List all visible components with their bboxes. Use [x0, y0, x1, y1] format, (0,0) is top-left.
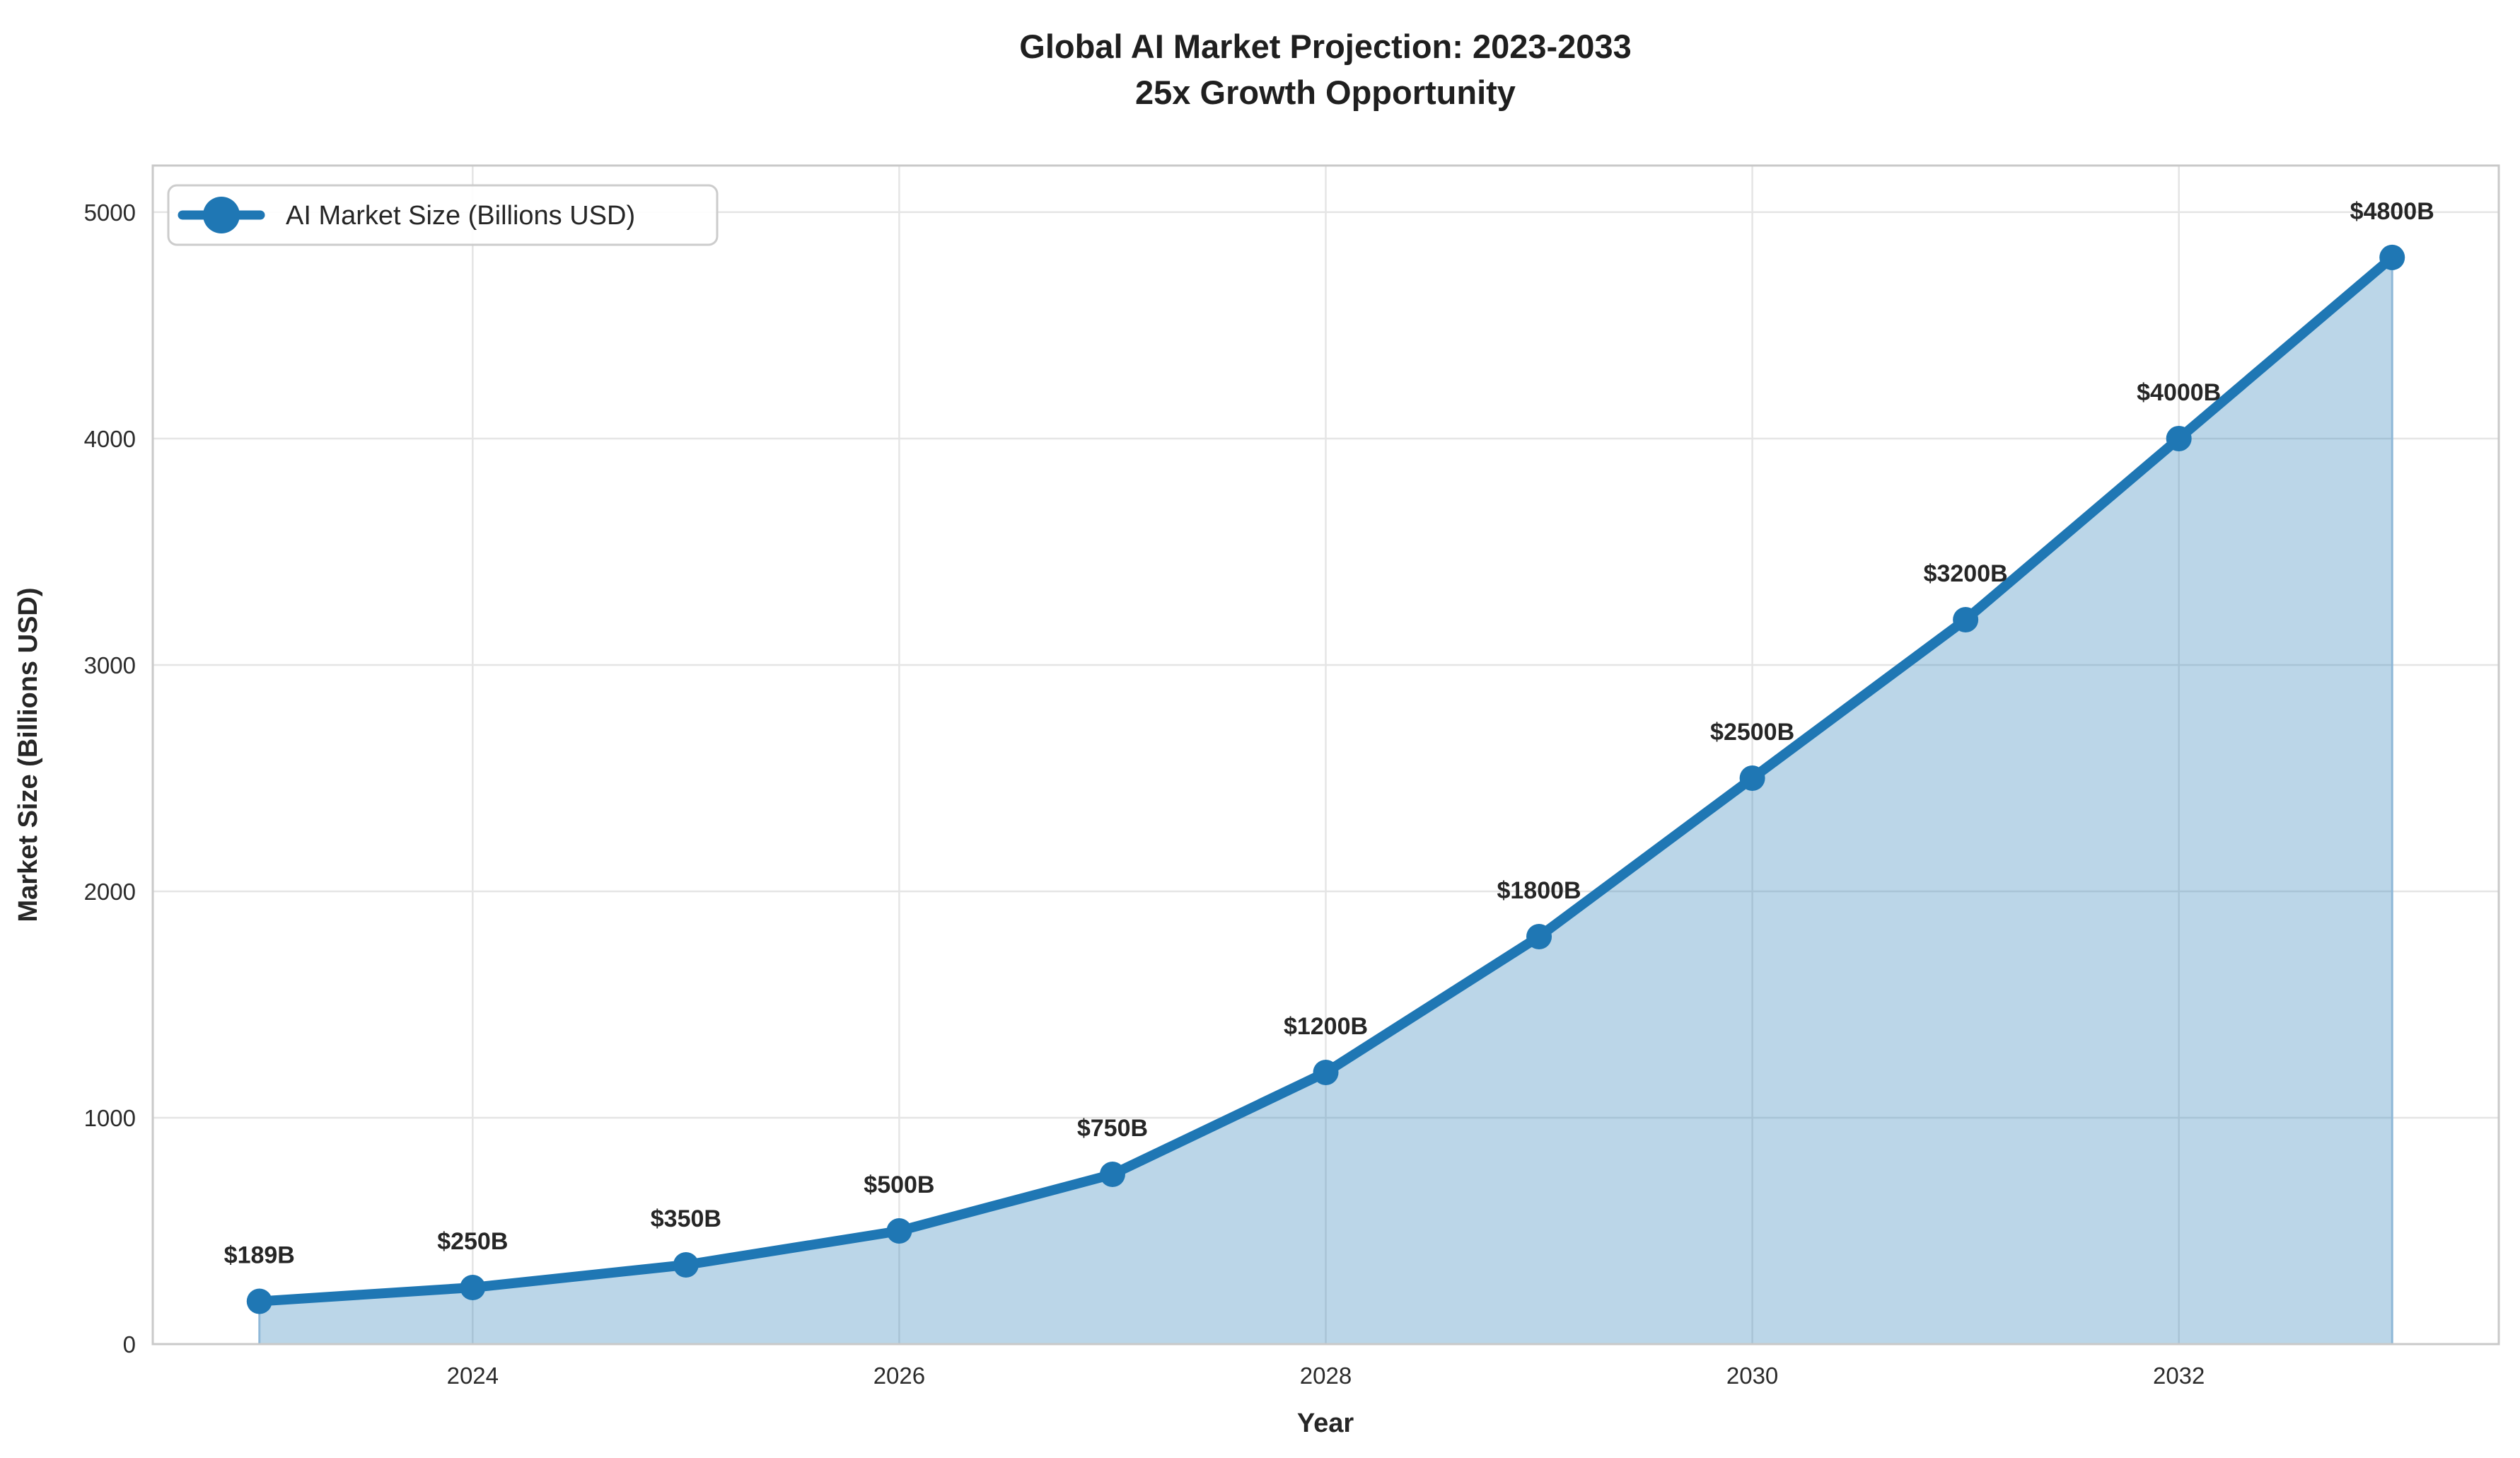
data-point-marker [1526, 923, 1552, 949]
data-point-marker [1099, 1161, 1125, 1187]
data-point-marker [673, 1251, 699, 1278]
data-point-marker [2166, 425, 2192, 451]
data-point-label: $1200B [1284, 1013, 1368, 1040]
x-tick-label: 2032 [2153, 1362, 2205, 1389]
y-tick-label: 4000 [84, 426, 136, 452]
data-point-marker [460, 1274, 486, 1300]
y-tick-labels: 0 1000 2000 3000 4000 5000 [84, 199, 136, 1358]
data-point-marker [1739, 765, 1765, 791]
data-point-label: $250B [437, 1228, 508, 1255]
data-point-label: $2500B [1710, 719, 1794, 746]
x-tick-label: 2030 [1726, 1362, 1778, 1389]
legend: AI Market Size (Billions USD) [167, 184, 719, 246]
data-point-label: $350B [651, 1205, 721, 1232]
data-point-marker [886, 1217, 912, 1244]
legend-marker-icon [203, 197, 240, 233]
data-point-label: $500B [864, 1171, 934, 1198]
data-point-marker [246, 1288, 272, 1314]
y-tick-label: 1000 [84, 1105, 136, 1131]
x-tick-labels: 2024 2026 2028 2030 2032 [447, 1362, 2205, 1389]
area-fill [259, 257, 2393, 1344]
legend-box [167, 184, 719, 246]
y-tick-label: 5000 [84, 199, 136, 226]
x-tick-label: 2026 [873, 1362, 925, 1389]
data-point-marker [2379, 244, 2405, 270]
data-point-label: $750B [1077, 1115, 1148, 1142]
x-tick-label: 2024 [447, 1362, 499, 1389]
data-point-label: $4800B [2350, 198, 2434, 225]
data-point-label: $189B [224, 1242, 295, 1269]
gridlines [153, 166, 2499, 1346]
axes-spines [151, 164, 2500, 1346]
legend-label: AI Market Size (Billions USD) [286, 201, 635, 231]
data-point-label: $1800B [1497, 877, 1581, 904]
chart-title-line1: Global AI Market Projection: 2023-2033 [1019, 28, 1631, 65]
marker-layer [246, 244, 2405, 1314]
x-axis-label: Year [1297, 1408, 1354, 1438]
chart-title-line2: 25x Growth Opportunity [1135, 74, 1516, 111]
y-tick-label: 0 [123, 1331, 136, 1358]
y-tick-label: 2000 [84, 879, 136, 905]
data-point-label: $4000B [2137, 379, 2221, 406]
data-point-marker [1313, 1059, 1339, 1085]
x-tick-label: 2028 [1300, 1362, 1352, 1389]
data-point-marker [1953, 606, 1979, 632]
data-point-label: $3200B [1924, 560, 2008, 587]
y-axis-label: Market Size (Billions USD) [13, 588, 43, 922]
data-point-labels: $189B $250B $350B $500B $750B $1200B $1800B $25… [224, 198, 2434, 1269]
y-tick-label: 3000 [84, 652, 136, 678]
